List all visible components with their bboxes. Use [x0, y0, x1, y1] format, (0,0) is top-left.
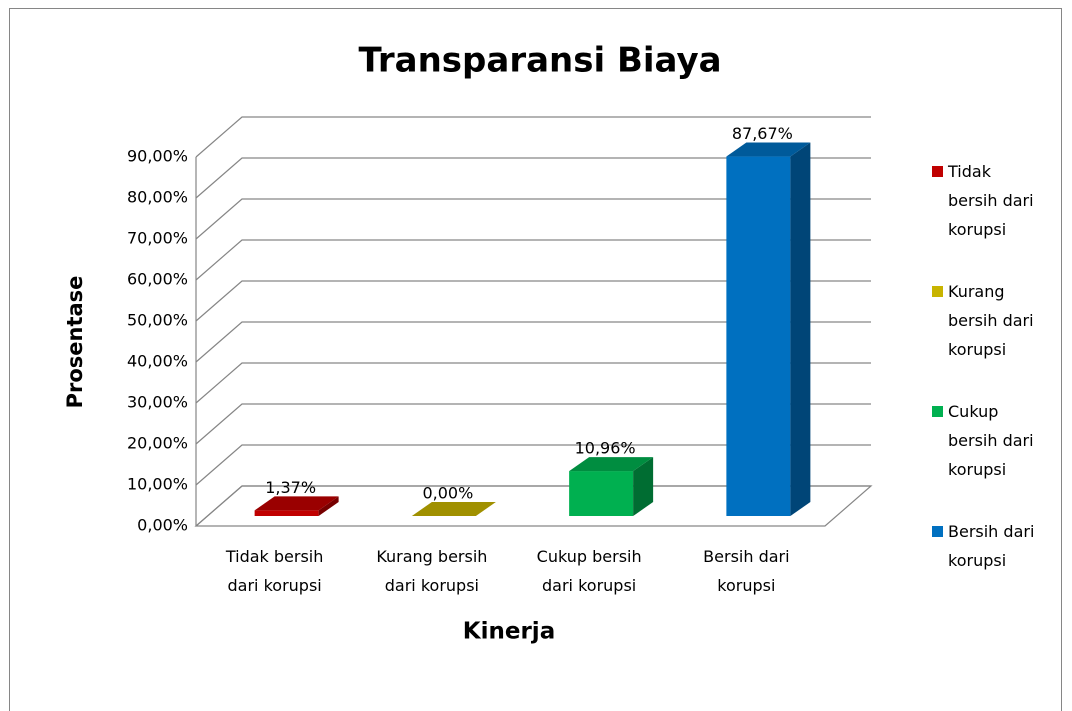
- bar-side: [318, 496, 339, 516]
- bar: [254, 496, 339, 516]
- bar-top: [254, 496, 339, 511]
- x-tick-label: Bersih dari korupsi: [703, 547, 789, 595]
- x-axis-label: Kinerja: [463, 619, 555, 645]
- x-tick-label: Kurang bersih dari korupsi: [376, 547, 487, 595]
- bar-front: [726, 156, 791, 517]
- grid-line: [195, 198, 871, 240]
- bar: [411, 502, 496, 516]
- grid-line: [195, 485, 871, 527]
- value-label: 10,96%: [575, 439, 636, 458]
- bar: [569, 457, 654, 516]
- y-tick-label: 40,00%: [127, 352, 188, 371]
- grid-line: [195, 116, 871, 158]
- y-tick-label: 0,00%: [137, 516, 188, 535]
- y-tick-label: 50,00%: [127, 311, 188, 330]
- legend-label: Tidak bersih dari korupsi: [947, 162, 1034, 239]
- y-tick-label: 90,00%: [127, 147, 188, 166]
- bar-front: [254, 510, 319, 516]
- bar-top: [411, 502, 496, 516]
- bar-side: [633, 457, 654, 516]
- chart-title: Transparansi Biaya: [358, 41, 721, 81]
- grid-line: [195, 444, 871, 486]
- value-label: 1,37%: [265, 478, 316, 497]
- grid-line: [195, 403, 871, 445]
- legend-label: Bersih dari korupsi: [948, 522, 1034, 570]
- grid-line: [195, 362, 871, 404]
- bar-front: [569, 471, 634, 516]
- bar-top: [569, 457, 654, 472]
- bar-side: [790, 142, 811, 517]
- bar: [726, 142, 811, 517]
- y-tick-label: 20,00%: [127, 434, 188, 453]
- bar-top: [726, 142, 811, 157]
- x-tick-label: Cukup bersih dari korupsi: [537, 547, 642, 595]
- y-tick-label: 10,00%: [127, 475, 188, 494]
- legend-label: Cukup bersih dari korupsi: [948, 402, 1034, 479]
- value-label: 0,00%: [422, 484, 473, 503]
- y-tick-label: 30,00%: [127, 393, 188, 412]
- value-label: 87,67%: [732, 124, 793, 143]
- y-tick-label: 60,00%: [127, 270, 188, 289]
- legend-swatch: [932, 286, 943, 297]
- legend-swatch: [932, 166, 943, 177]
- y-tick-label: 70,00%: [127, 229, 188, 248]
- legend-label: Kurang bersih dari korupsi: [948, 282, 1034, 359]
- grid-line: [195, 280, 871, 322]
- legend-swatch: [932, 406, 943, 417]
- legend-swatch: [932, 526, 943, 537]
- x-tick-label: Tidak bersih dari korupsi: [225, 547, 324, 595]
- grid-line: [195, 321, 871, 363]
- y-axis-label: Prosentase: [63, 276, 87, 409]
- y-tick-label: 80,00%: [127, 188, 188, 207]
- chart-frame: [9, 8, 1062, 711]
- grid-line: [195, 157, 871, 199]
- grid-line: [195, 239, 871, 281]
